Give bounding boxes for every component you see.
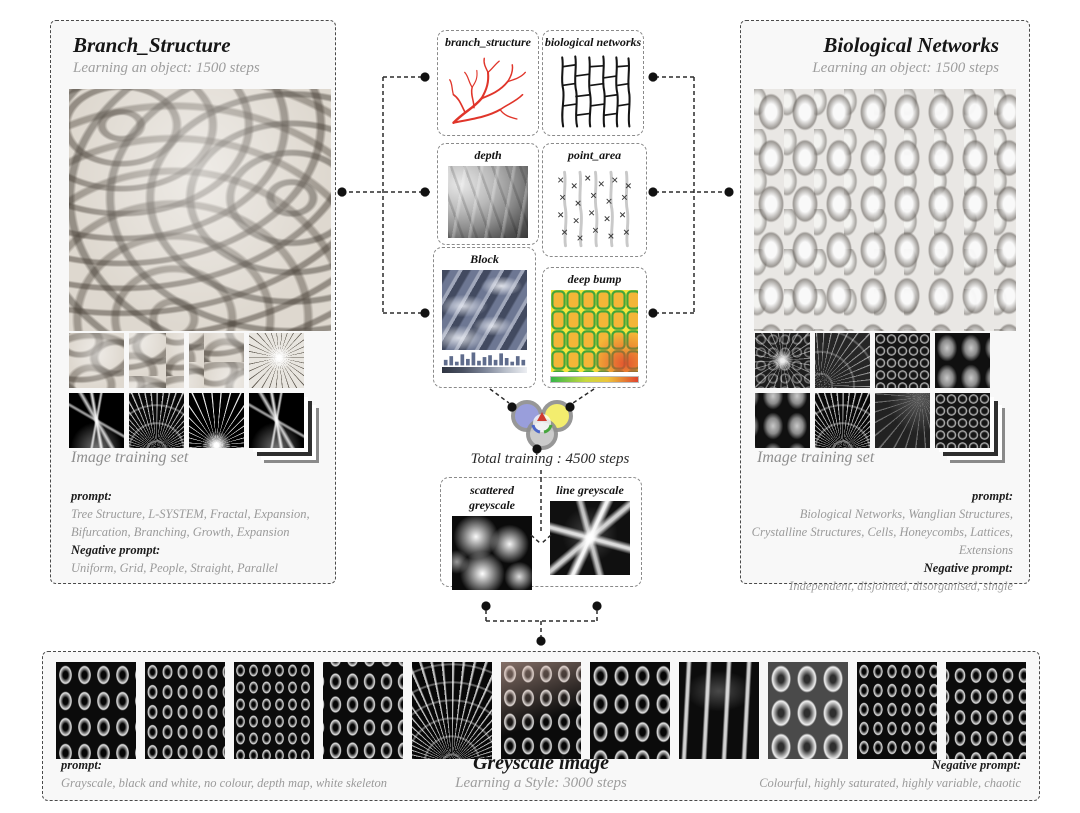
depth-map-image [448, 166, 528, 238]
line-greyscale-cell: line greyscale [548, 478, 632, 586]
negative-prompt-label: Negative prompt: [931, 758, 1021, 772]
bottom-title-block: Greyscale image Learning a Style: 3000 s… [43, 752, 1039, 792]
network-training-thumbnails [755, 333, 990, 448]
negative-prompt-text: Independent, disjointed, disorganised, s… [789, 579, 1013, 594]
training-thumbnail [755, 393, 810, 448]
training-thumbnail-stack [935, 393, 990, 448]
node-depth: depth [437, 143, 539, 245]
prompt-text: Grayscale, black and white, no colour, d… [61, 776, 387, 790]
greyscale-sample [56, 662, 136, 759]
training-thumbnail [935, 333, 990, 388]
scattered-greyscale-cell: scattered greyscale [450, 478, 534, 590]
panel-title: Greyscale image [472, 752, 610, 774]
heatmap-gradient-bar [550, 376, 639, 383]
greyscale-sample [501, 662, 581, 759]
node-point-area: point_area [542, 143, 647, 257]
prompt-text: Tree Structure, L-SYSTEM, Fractal, Expan… [71, 507, 310, 540]
negative-prompt-text: Uniform, Grid, People, Straight, Paralle… [71, 561, 278, 576]
panel-title: Branch_Structure [73, 33, 231, 57]
greyscale-sample [946, 662, 1026, 759]
training-thumbnail [875, 333, 930, 388]
training-set-label: Image training set [71, 449, 189, 466]
training-thumbnail [815, 333, 870, 388]
training-thumbnail [249, 333, 304, 388]
panel-subtitle: Learning an object: 1500 steps [812, 60, 999, 76]
negative-prompt-block: Negative prompt: Colourful, highly satur… [591, 756, 1021, 794]
negative-prompt-text: Colourful, highly saturated, highly vari… [759, 776, 1021, 790]
panel-subtitle: Learning a Style: 3000 steps [455, 775, 627, 791]
prompt-block: prompt: Biological Networks, Wanglian St… [749, 487, 1013, 598]
greyscale-pair-box: scattered greyscale line greyscale [440, 477, 642, 590]
node-block: Block [433, 247, 536, 388]
biological-networks-main-image [754, 89, 1016, 331]
training-set-label: Image training set [757, 449, 875, 466]
prompt-label: prompt: [71, 489, 112, 503]
greyscale-style-panel: prompt: Grayscale, black and white, no c… [42, 651, 1040, 801]
training-thumbnail [815, 393, 870, 448]
greyscale-sample [679, 662, 759, 759]
greyscale-sample [590, 662, 670, 759]
biological-networks-panel: Biological Networks Learning an object: … [740, 20, 1030, 593]
panel-title: Biological Networks [823, 33, 999, 57]
greyscale-sample [234, 662, 314, 759]
training-thumbnail [189, 333, 244, 388]
prompt-text: Biological Networks, Wanglian Structures… [751, 507, 1013, 558]
total-training-label: Total training : 4500 steps [470, 451, 630, 467]
training-thumbnail-stack [249, 393, 304, 448]
branch-training-thumbnails [69, 333, 304, 448]
node-biological-networks: biological networks [542, 30, 644, 136]
line-greyscale-image [550, 501, 630, 575]
panel-subtitle: Learning an object: 1500 steps [73, 60, 260, 76]
training-thumbnail [69, 333, 124, 388]
training-thumbnail [755, 333, 810, 388]
training-thumbnail [129, 393, 184, 448]
training-thumbnail [69, 393, 124, 448]
greyscale-sample [768, 662, 848, 759]
venn-merge-icon [511, 400, 573, 450]
prompt-label: prompt: [61, 758, 102, 772]
histogram-icon [443, 352, 526, 366]
greyscale-sample [323, 662, 403, 759]
greyscale-sample [145, 662, 225, 759]
branch-structure-sketch-icon [449, 57, 526, 124]
deep-bump-heatmap [551, 290, 638, 372]
prompt-label: prompt: [972, 489, 1013, 503]
branch-structure-panel: Branch_Structure Learning an object: 150… [50, 20, 336, 584]
training-thumbnail [129, 333, 184, 388]
block-image [442, 270, 527, 350]
prompt-block: prompt: Grayscale, black and white, no c… [61, 756, 491, 794]
training-thumbnail [875, 393, 930, 448]
negative-prompt-label: Negative prompt: [71, 543, 161, 558]
greyscale-sample [412, 662, 492, 759]
node-branch-structure: branch_structure [437, 30, 539, 136]
greyscale-sample [857, 662, 937, 759]
network-sketch-icon [561, 55, 631, 128]
greyscale-training-strip [56, 662, 1026, 759]
branch-structure-main-image [69, 89, 331, 331]
scattered-greyscale-image [452, 516, 532, 590]
grayscale-gradient-bar [442, 367, 527, 373]
prompt-block: prompt: Tree Structure, L-SYSTEM, Fracta… [71, 487, 329, 579]
point-area-image [557, 170, 632, 248]
negative-prompt-label: Negative prompt: [923, 561, 1013, 576]
training-thumbnail [189, 393, 244, 448]
node-deep-bump: deep bump [542, 267, 647, 388]
